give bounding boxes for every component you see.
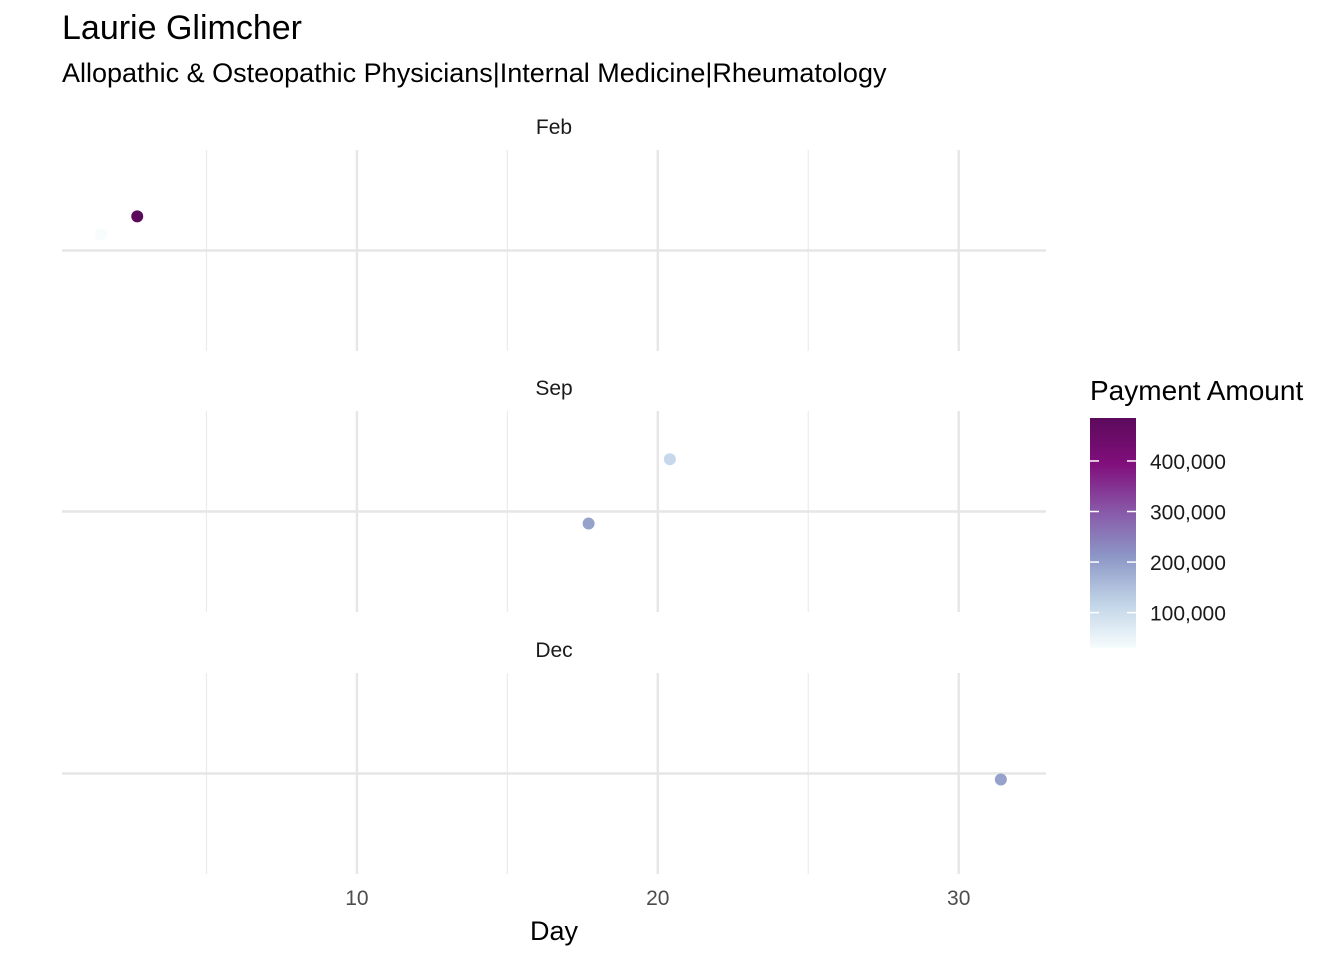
facet-panel-dec: Dec xyxy=(62,639,1046,874)
data-point-feb-2 xyxy=(131,210,144,223)
data-point-sep-2 xyxy=(582,517,595,530)
facet-panel-sep: Sep xyxy=(62,377,1046,612)
facet-label: Dec xyxy=(535,639,572,662)
color-legend: Payment Amount 100,000 200,000 300,000 400,0… xyxy=(1090,375,1303,648)
x-tick-label: 20 xyxy=(646,887,669,910)
legend-label: 100,000 xyxy=(1150,603,1226,626)
facet-panel-feb: Feb xyxy=(62,116,1046,351)
data-point-dec-1 xyxy=(994,773,1007,786)
chart-title: Laurie Glimcher xyxy=(62,9,302,47)
chart-subtitle: Allopathic & Osteopathic Physicians|Inte… xyxy=(62,58,887,88)
legend-label: 300,000 xyxy=(1150,502,1226,525)
x-tick-label: 10 xyxy=(345,887,368,910)
x-axis: 10 20 30 Day xyxy=(345,887,970,946)
data-point-feb-1 xyxy=(95,228,108,241)
legend-title: Payment Amount xyxy=(1090,375,1303,406)
legend-label: 200,000 xyxy=(1150,552,1226,575)
data-point-sep-1 xyxy=(663,453,676,466)
facet-label: Feb xyxy=(536,116,572,139)
facet-panels: Feb Sep Dec xyxy=(62,116,1046,874)
x-tick-label: 30 xyxy=(947,887,970,910)
x-axis-title: Day xyxy=(530,916,579,946)
facet-label: Sep xyxy=(535,377,572,400)
legend-label: 400,000 xyxy=(1150,451,1226,474)
legend-colorbar xyxy=(1090,418,1136,648)
